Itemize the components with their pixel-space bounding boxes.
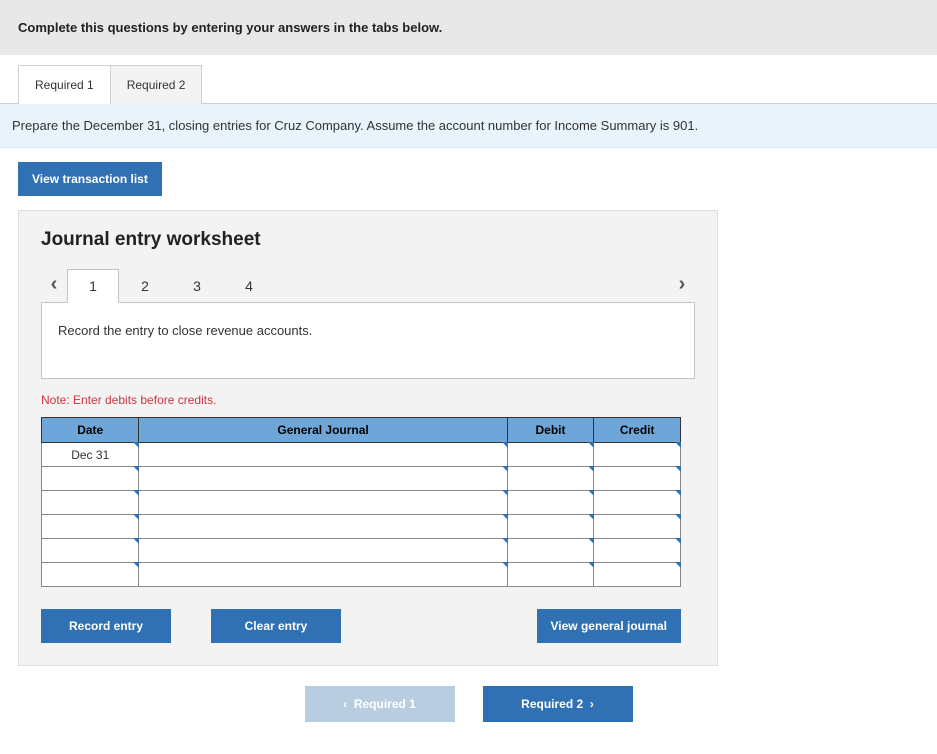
journal-table: Date General Journal Debit Credit Dec 31 xyxy=(41,417,681,587)
cell-general-journal[interactable] xyxy=(139,443,507,467)
nav-prev-label: Required 1 xyxy=(354,697,416,711)
prompt-text: Record the entry to close revenue accoun… xyxy=(58,323,312,338)
cell-debit[interactable] xyxy=(507,467,594,491)
cell-date[interactable] xyxy=(42,563,139,587)
dropdown-tick-icon xyxy=(675,538,681,544)
sub-instruction: Prepare the December 31, closing entries… xyxy=(0,104,937,148)
worksheet-title: Journal entry worksheet xyxy=(41,229,695,251)
tab-required-2[interactable]: Required 2 xyxy=(111,65,203,104)
cell-general-journal[interactable] xyxy=(139,491,507,515)
dropdown-tick-icon xyxy=(675,514,681,520)
worksheet-panel: Journal entry worksheet ‹ 1 2 3 4 › Rec xyxy=(18,210,718,666)
chevron-left-icon: ‹ xyxy=(343,697,347,711)
tab-required-1[interactable]: Required 1 xyxy=(18,65,111,104)
view-general-journal-button[interactable]: View general journal xyxy=(537,609,681,643)
instruction-bar: Complete this questions by entering your… xyxy=(0,0,937,55)
tab-label: Required 1 xyxy=(35,78,94,92)
page-root: Complete this questions by entering your… xyxy=(0,0,937,722)
cell-debit[interactable] xyxy=(507,443,594,467)
dropdown-tick-icon xyxy=(675,562,681,568)
prompt-box: Record the entry to close revenue accoun… xyxy=(41,302,695,379)
table-row xyxy=(42,467,681,491)
th-date: Date xyxy=(42,418,139,443)
button-label: View general journal xyxy=(551,619,667,633)
dropdown-tick-icon xyxy=(675,490,681,496)
cell-date[interactable]: Dec 31 xyxy=(42,443,139,467)
th-general-journal: General Journal xyxy=(139,418,507,443)
view-transaction-list-button[interactable]: View transaction list xyxy=(18,162,162,196)
table-row xyxy=(42,563,681,587)
chevron-right-icon: › xyxy=(590,697,594,711)
chevron-left-icon[interactable]: ‹ xyxy=(41,273,67,296)
cell-debit[interactable] xyxy=(507,491,594,515)
sub-instruction-text: Prepare the December 31, closing entries… xyxy=(12,118,698,133)
cell-date[interactable] xyxy=(42,467,139,491)
cell-credit[interactable] xyxy=(594,491,681,515)
cell-general-journal[interactable] xyxy=(139,539,507,563)
cell-date[interactable] xyxy=(42,491,139,515)
cell-debit[interactable] xyxy=(507,563,594,587)
cell-credit[interactable] xyxy=(594,443,681,467)
dropdown-tick-icon xyxy=(675,466,681,472)
th-debit: Debit xyxy=(507,418,594,443)
cell-credit[interactable] xyxy=(594,563,681,587)
button-label: Record entry xyxy=(69,619,143,633)
step-tab-1[interactable]: 1 xyxy=(67,269,119,303)
table-row: Dec 31 xyxy=(42,443,681,467)
cell-general-journal[interactable] xyxy=(139,515,507,539)
cell-debit[interactable] xyxy=(507,515,594,539)
cell-credit[interactable] xyxy=(594,467,681,491)
step-label: 3 xyxy=(193,278,201,294)
step-tab-3[interactable]: 3 xyxy=(171,269,223,303)
nav-prev-button[interactable]: ‹ Required 1 xyxy=(305,686,455,722)
tab-label: Required 2 xyxy=(127,78,186,92)
step-tab-2[interactable]: 2 xyxy=(119,269,171,303)
action-row: Record entry Clear entry View general jo… xyxy=(41,609,681,643)
nav-next-label: Required 2 xyxy=(521,697,583,711)
table-row xyxy=(42,515,681,539)
step-tab-4[interactable]: 4 xyxy=(223,269,275,303)
step-label: 4 xyxy=(245,278,253,294)
step-label: 2 xyxy=(141,278,149,294)
step-label: 1 xyxy=(89,278,97,294)
action-left: Record entry Clear entry xyxy=(41,609,341,643)
cell-general-journal[interactable] xyxy=(139,563,507,587)
cell-date[interactable] xyxy=(42,539,139,563)
cell-date[interactable] xyxy=(42,515,139,539)
nav-row: ‹ Required 1 Required 2 › xyxy=(0,686,937,722)
button-label: Clear entry xyxy=(245,619,308,633)
dropdown-tick-icon xyxy=(675,442,681,448)
chevron-right-icon[interactable]: › xyxy=(669,273,695,296)
th-credit: Credit xyxy=(594,418,681,443)
instruction-text: Complete this questions by entering your… xyxy=(18,20,442,35)
note-text: Note: Enter debits before credits. xyxy=(41,393,695,407)
table-header-row: Date General Journal Debit Credit xyxy=(42,418,681,443)
button-label: View transaction list xyxy=(32,172,148,186)
clear-entry-button[interactable]: Clear entry xyxy=(211,609,341,643)
cell-credit[interactable] xyxy=(594,515,681,539)
cell-general-journal[interactable] xyxy=(139,467,507,491)
step-tabs: 1 2 3 4 xyxy=(67,265,669,303)
tabs-row: Required 1 Required 2 xyxy=(0,65,937,104)
step-row: ‹ 1 2 3 4 › xyxy=(41,265,695,303)
table-row xyxy=(42,491,681,515)
cell-debit[interactable] xyxy=(507,539,594,563)
record-entry-button[interactable]: Record entry xyxy=(41,609,171,643)
table-row xyxy=(42,539,681,563)
cell-credit[interactable] xyxy=(594,539,681,563)
nav-next-button[interactable]: Required 2 › xyxy=(483,686,633,722)
